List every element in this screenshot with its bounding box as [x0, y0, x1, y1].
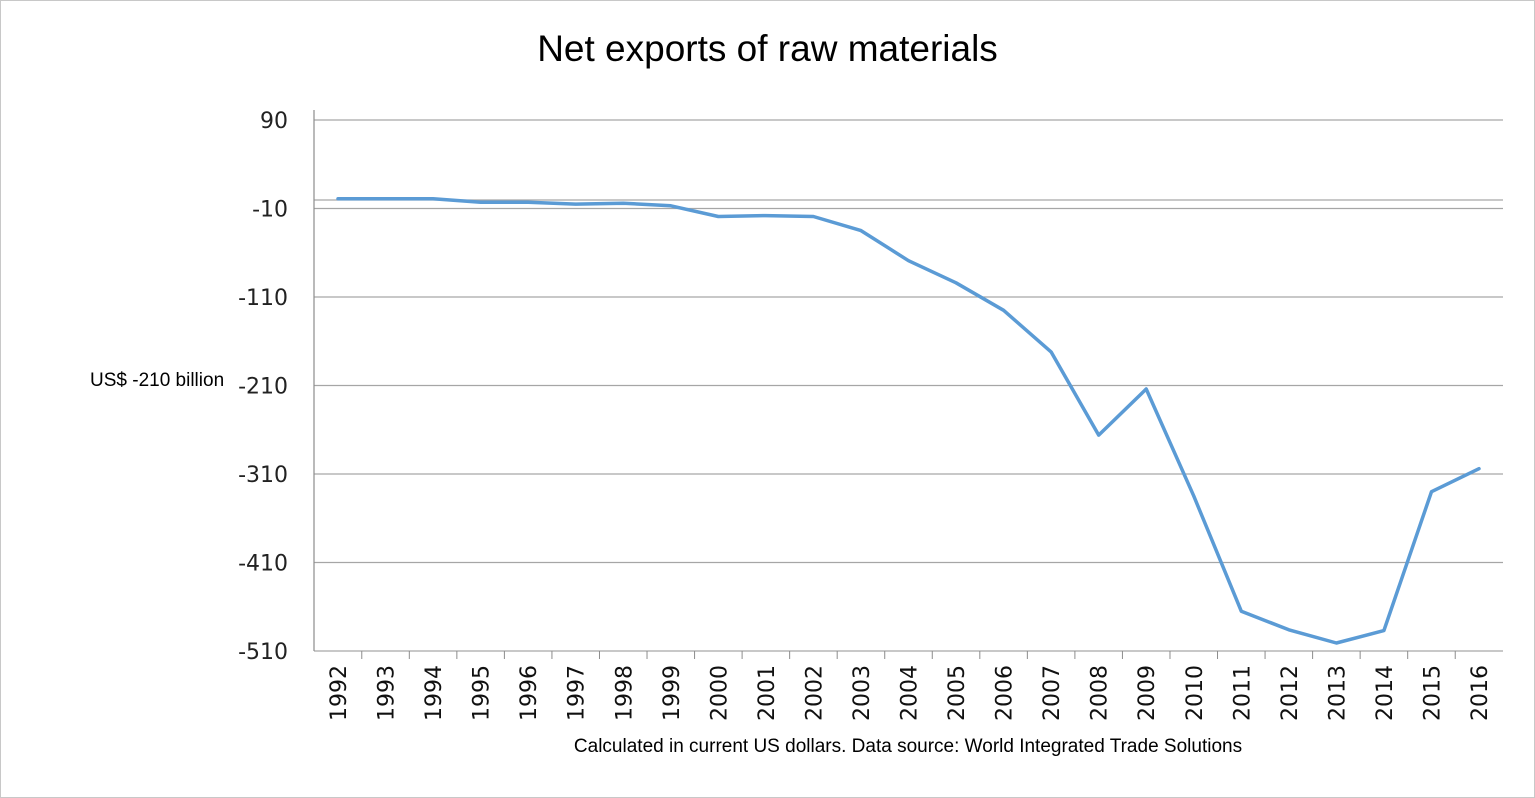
x-tick-label: 2004	[898, 665, 923, 721]
x-tick-label: 2002	[802, 665, 827, 721]
x-tick-label: 2011	[1230, 665, 1255, 721]
x-tick-label: 2000	[707, 665, 732, 721]
x-tick-label: 2009	[1135, 665, 1160, 721]
x-tick-label: 2001	[755, 665, 780, 721]
x-tick-label: 1993	[375, 665, 400, 721]
y-axis-label: US$ -210 billion	[90, 370, 225, 391]
source-note: Calculated in current US dollars. Data s…	[573, 736, 1243, 757]
x-tick-label: 2008	[1088, 665, 1113, 721]
x-tick-label: 1997	[565, 665, 590, 721]
x-tick-label: 2014	[1373, 665, 1398, 721]
x-tick-label: 2016	[1468, 665, 1493, 721]
y-tick-label: -110	[238, 286, 288, 311]
x-tick-label: 2005	[945, 665, 970, 721]
series-line	[336, 197, 1481, 645]
y-tick-label: -410	[238, 552, 288, 577]
x-tick-label: 1995	[470, 665, 495, 721]
x-tick-label: 2007	[1040, 665, 1065, 721]
x-tick-label: 2006	[993, 665, 1018, 721]
y-tick-label: 90	[260, 109, 288, 134]
x-tick-label: 2012	[1278, 665, 1303, 721]
y-tick-label: -210	[238, 375, 288, 400]
x-tick-label: 2010	[1183, 665, 1208, 721]
y-tick-label: -510	[238, 640, 288, 665]
y-tick-label: -10	[252, 198, 288, 223]
x-tick-label: 2015	[1420, 665, 1445, 721]
chart-title: Net exports of raw materials	[537, 28, 998, 69]
y-tick-label: -310	[238, 463, 288, 488]
x-tick-label: 1996	[517, 665, 542, 721]
x-tick-label: 1994	[422, 665, 447, 721]
x-tick-label: 1992	[327, 665, 352, 721]
x-tick-label: 2013	[1325, 665, 1350, 721]
x-tick-label: 1998	[612, 665, 637, 721]
x-tick-label: 2003	[850, 665, 875, 721]
x-tick-label: 1999	[660, 665, 685, 721]
